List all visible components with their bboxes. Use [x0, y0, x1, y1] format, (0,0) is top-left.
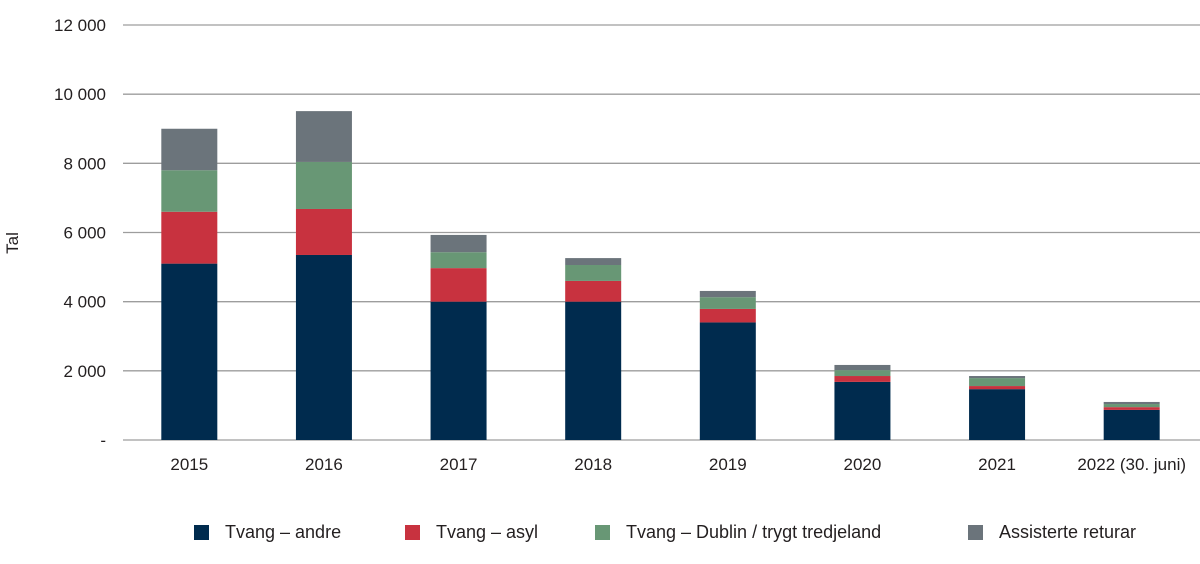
legend-label: Tvang – Dublin / trygt tredjeland — [626, 522, 882, 542]
bar-segment-tvang-andre — [430, 301, 487, 440]
bar-segment-tvang-asyl — [161, 211, 218, 264]
bar-segment-assisterte-returar — [565, 258, 622, 266]
bar-segment-tvang-andre — [699, 322, 756, 440]
bar-segment-tvang-dublin-trygt-tredjeland — [969, 378, 1026, 387]
legend-item: Tvang – andre — [194, 522, 341, 543]
bar-segment-tvang-andre — [1103, 409, 1160, 440]
y-tick-label: 12 000 — [54, 16, 106, 35]
bar-segment-tvang-andre — [834, 381, 891, 440]
bar-segment-tvang-asyl — [699, 308, 756, 323]
x-tick-label: 2016 — [305, 455, 343, 474]
bar-segment-tvang-dublin-trygt-tredjeland — [699, 297, 756, 309]
bar-segment-tvang-dublin-trygt-tredjeland — [161, 170, 218, 212]
bar-segment-assisterte-returar — [969, 376, 1026, 379]
stacked-bar-chart: - 2 000 4 000 6 000 8 000 10 000 12 000 Tal 20… — [3, 16, 1200, 474]
bar-segment-tvang-asyl — [430, 268, 487, 302]
bar-segment-tvang-dublin-trygt-tredjeland — [565, 265, 622, 281]
bar-segment-assisterte-returar — [430, 234, 487, 253]
y-tick-label: 4 000 — [63, 293, 106, 312]
bar-segment-tvang-andre — [295, 254, 352, 440]
bar-segment-tvang-asyl — [834, 376, 891, 382]
bar-segment-tvang-dublin-trygt-tredjeland — [1103, 404, 1160, 408]
legend-swatch — [968, 525, 983, 540]
y-axis-label: Tal — [3, 232, 22, 254]
bar-segment-tvang-asyl — [969, 386, 1026, 390]
bar-segment-tvang-dublin-trygt-tredjeland — [295, 161, 352, 209]
x-tick-label: 2021 — [978, 455, 1016, 474]
x-tick-label: 2017 — [440, 455, 478, 474]
y-tick-label: 8 000 — [63, 154, 106, 173]
legend-swatch — [595, 525, 610, 540]
gridlines — [123, 24, 1200, 441]
x-tick-label: 2015 — [170, 455, 208, 474]
y-axis-ticks: - 2 000 4 000 6 000 8 000 10 000 12 000 — [54, 16, 106, 450]
x-tick-label: 2019 — [709, 455, 747, 474]
bar-segment-assisterte-returar — [834, 364, 891, 371]
x-tick-label: 2020 — [844, 455, 882, 474]
bars — [161, 111, 1160, 440]
legend-item: Assisterte returar — [968, 522, 1136, 543]
bar-segment-tvang-asyl — [565, 280, 622, 302]
legend-label: Assisterte returar — [999, 522, 1137, 542]
legend-item: Tvang – asyl — [405, 522, 538, 543]
bar-segment-tvang-dublin-trygt-tredjeland — [834, 370, 891, 377]
bar-segment-tvang-dublin-trygt-tredjeland — [430, 252, 487, 269]
bar-segment-assisterte-returar — [699, 290, 756, 298]
y-tick-label: 10 000 — [54, 85, 106, 104]
y-tick-label: - — [100, 431, 106, 450]
y-tick-label: 2 000 — [63, 362, 106, 381]
bar-segment-tvang-andre — [161, 263, 218, 440]
legend-swatch — [405, 525, 420, 540]
bar-segment-assisterte-returar — [1103, 401, 1160, 405]
x-tick-label: 2022 (30. juni) — [1077, 455, 1186, 474]
legend-label: Tvang – andre — [225, 522, 342, 542]
legend-swatch — [194, 525, 209, 540]
bar-segment-tvang-asyl — [295, 208, 352, 255]
bar-segment-assisterte-returar — [161, 128, 218, 171]
bar-segment-assisterte-returar — [295, 111, 352, 162]
bar-segment-tvang-asyl — [1103, 407, 1160, 410]
bar-segment-tvang-andre — [565, 301, 622, 440]
x-axis-ticks: 2015 2016 2017 2018 2019 2020 2021 2022 (30. ju… — [170, 455, 1186, 474]
y-tick-label: 6 000 — [63, 224, 106, 243]
legend-item: Tvang – Dublin / trygt tredjeland — [595, 522, 881, 543]
bar-segment-tvang-andre — [969, 389, 1026, 440]
x-tick-label: 2018 — [574, 455, 612, 474]
legend-label: Tvang – asyl — [436, 522, 539, 542]
